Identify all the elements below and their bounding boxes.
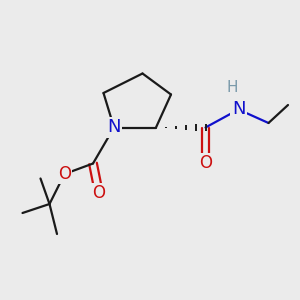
Text: N: N xyxy=(107,118,121,136)
Text: O: O xyxy=(199,154,212,172)
Text: O: O xyxy=(58,165,71,183)
Text: O: O xyxy=(92,184,106,202)
Text: N: N xyxy=(232,100,245,118)
Text: H: H xyxy=(227,80,238,94)
